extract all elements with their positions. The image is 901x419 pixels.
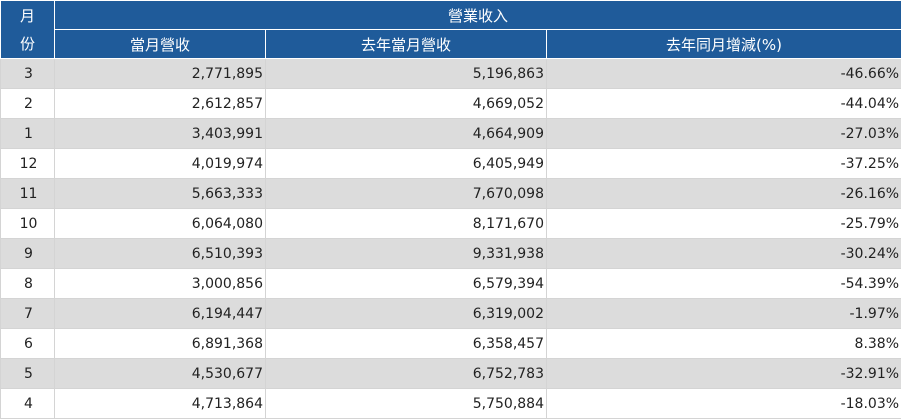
yoy-change-cell: -25.79% <box>545 208 901 239</box>
yoy-change-cell: -1.97% <box>545 298 901 329</box>
month-cell: 6 <box>0 328 55 359</box>
yoy-change-header: 去年同月增減(%) <box>545 29 901 59</box>
table-row: 2 2,612,857 4,669,052 -44.04% <box>0 88 901 119</box>
table-row: 5 4,530,677 6,752,783 -32.91% <box>0 358 901 389</box>
yoy-change-cell: -46.66% <box>545 58 901 89</box>
month-cell: 11 <box>0 178 55 209</box>
yoy-change-cell: -54.39% <box>545 268 901 299</box>
last-year-revenue-cell: 6,752,783 <box>265 358 547 389</box>
current-revenue-cell: 4,019,974 <box>54 148 266 179</box>
last-year-revenue-cell: 9,331,938 <box>265 238 547 269</box>
month-cell: 10 <box>0 208 55 239</box>
table-row: 1 3,403,991 4,664,909 -27.03% <box>0 118 901 149</box>
table-row: 10 6,064,080 8,171,670 -25.79% <box>0 208 901 239</box>
last-year-revenue-cell: 8,171,670 <box>265 208 547 239</box>
last-year-revenue-cell: 6,579,394 <box>265 268 547 299</box>
yoy-change-cell: -26.16% <box>545 178 901 209</box>
last-year-revenue-cell: 4,669,052 <box>265 88 547 119</box>
current-revenue-cell: 2,771,895 <box>54 58 266 89</box>
yoy-change-cell: -30.24% <box>545 238 901 269</box>
current-revenue-cell: 6,194,447 <box>54 298 266 329</box>
current-revenue-cell: 6,510,393 <box>54 238 266 269</box>
yoy-change-cell: -27.03% <box>545 118 901 149</box>
current-revenue-cell: 4,530,677 <box>54 358 266 389</box>
month-cell: 7 <box>0 298 55 329</box>
table-row: 12 4,019,974 6,405,949 -37.25% <box>0 148 901 179</box>
table-row: 8 3,000,856 6,579,394 -54.39% <box>0 268 901 299</box>
last-year-revenue-cell: 7,670,098 <box>265 178 547 209</box>
table-row: 7 6,194,447 6,319,002 -1.97% <box>0 298 901 329</box>
current-revenue-cell: 4,713,864 <box>54 388 266 419</box>
revenue-group-header: 營業收入 <box>53 0 901 30</box>
yoy-change-cell: 8.38% <box>545 328 901 359</box>
current-revenue-cell: 6,891,368 <box>54 328 266 359</box>
last-year-revenue-cell: 6,405,949 <box>265 148 547 179</box>
table-header: 月 份 營業收入 當月營收 去年當月營收 去年同月增減(%) <box>0 0 901 59</box>
month-header-line1: 月 <box>19 6 35 25</box>
current-revenue-cell: 6,064,080 <box>54 208 266 239</box>
table-row: 3 2,771,895 5,196,863 -46.66% <box>0 58 901 89</box>
last-year-month-revenue-header: 去年當月營收 <box>265 29 547 59</box>
yoy-change-cell: -37.25% <box>545 148 901 179</box>
month-cell: 2 <box>0 88 55 119</box>
table-body: 3 2,771,895 5,196,863 -46.66% 2 2,612,857 4,66… <box>0 58 901 419</box>
month-cell: 9 <box>0 238 55 269</box>
current-revenue-cell: 3,000,856 <box>54 268 266 299</box>
month-cell: 12 <box>0 148 55 179</box>
last-year-revenue-cell: 6,358,457 <box>265 328 547 359</box>
last-year-revenue-cell: 4,664,909 <box>265 118 547 149</box>
current-month-revenue-header: 當月營收 <box>54 29 266 59</box>
yoy-change-cell: -32.91% <box>545 358 901 389</box>
month-cell: 8 <box>0 268 55 299</box>
month-header-line2: 份 <box>19 34 35 53</box>
month-column-header: 月 份 <box>0 0 55 59</box>
month-cell: 3 <box>0 58 55 89</box>
table-row: 11 5,663,333 7,670,098 -26.16% <box>0 178 901 209</box>
table-row: 9 6,510,393 9,331,938 -30.24% <box>0 238 901 269</box>
month-cell: 5 <box>0 358 55 389</box>
current-revenue-cell: 5,663,333 <box>54 178 266 209</box>
month-cell: 1 <box>0 118 55 149</box>
yoy-change-cell: -18.03% <box>545 388 901 419</box>
table-row: 4 4,713,864 5,750,884 -18.03% <box>0 388 901 419</box>
yoy-change-cell: -44.04% <box>545 88 901 119</box>
current-revenue-cell: 3,403,991 <box>54 118 266 149</box>
last-year-revenue-cell: 6,319,002 <box>265 298 547 329</box>
current-revenue-cell: 2,612,857 <box>54 88 266 119</box>
table-row: 6 6,891,368 6,358,457 8.38% <box>0 328 901 359</box>
month-cell: 4 <box>0 388 55 419</box>
last-year-revenue-cell: 5,196,863 <box>265 58 547 89</box>
last-year-revenue-cell: 5,750,884 <box>265 388 547 419</box>
